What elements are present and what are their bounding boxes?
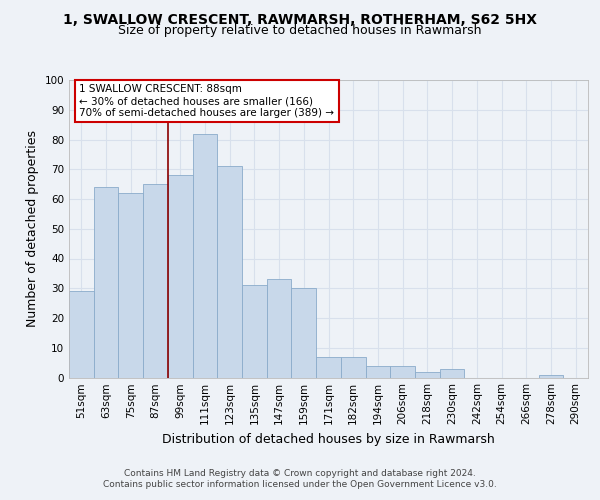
Bar — [69, 291, 94, 378]
Bar — [341, 356, 365, 378]
X-axis label: Distribution of detached houses by size in Rawmarsh: Distribution of detached houses by size … — [162, 433, 495, 446]
Y-axis label: Number of detached properties: Number of detached properties — [26, 130, 39, 327]
Bar — [415, 372, 440, 378]
Text: Contains public sector information licensed under the Open Government Licence v3: Contains public sector information licen… — [103, 480, 497, 489]
Bar — [193, 134, 217, 378]
Text: 1, SWALLOW CRESCENT, RAWMARSH, ROTHERHAM, S62 5HX: 1, SWALLOW CRESCENT, RAWMARSH, ROTHERHAM… — [63, 12, 537, 26]
Text: 1 SWALLOW CRESCENT: 88sqm
← 30% of detached houses are smaller (166)
70% of semi: 1 SWALLOW CRESCENT: 88sqm ← 30% of detac… — [79, 84, 334, 117]
Bar — [316, 356, 341, 378]
Bar — [94, 187, 118, 378]
Bar — [143, 184, 168, 378]
Bar — [292, 288, 316, 378]
Bar — [539, 374, 563, 378]
Bar — [365, 366, 390, 378]
Text: Contains HM Land Registry data © Crown copyright and database right 2024.: Contains HM Land Registry data © Crown c… — [124, 469, 476, 478]
Bar — [267, 280, 292, 378]
Bar — [440, 368, 464, 378]
Text: Size of property relative to detached houses in Rawmarsh: Size of property relative to detached ho… — [118, 24, 482, 37]
Bar — [217, 166, 242, 378]
Bar — [242, 286, 267, 378]
Bar — [390, 366, 415, 378]
Bar — [168, 175, 193, 378]
Bar — [118, 193, 143, 378]
